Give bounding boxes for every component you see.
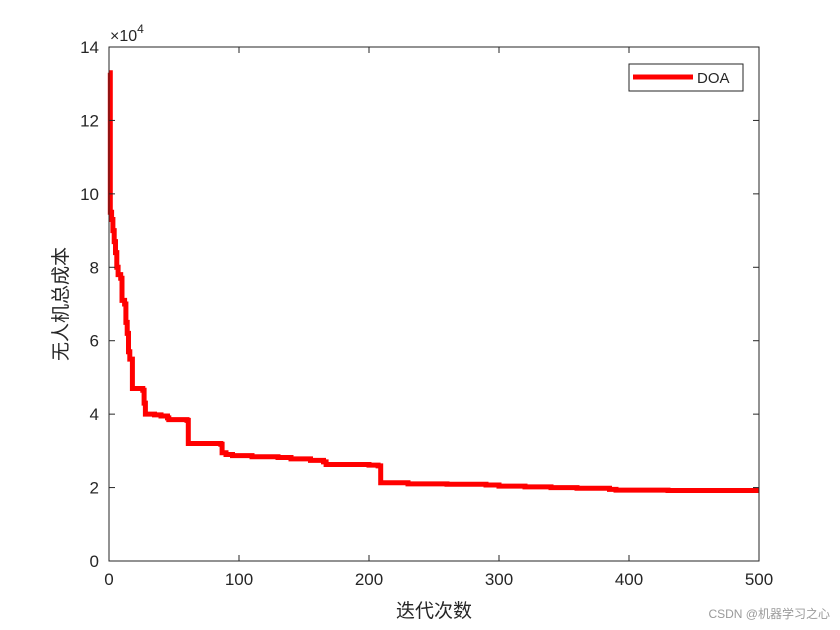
x-tick-label: 400 xyxy=(615,570,643,589)
series-layer xyxy=(107,70,759,494)
y-axis-ticks: 0 2 4 6 8 10 12 14 xyxy=(80,38,759,571)
y-tick-label: 2 xyxy=(90,479,99,498)
watermark: CSDN @机器学习之心 xyxy=(708,606,830,621)
legend: DOA xyxy=(628,63,744,92)
y-tick-label: 14 xyxy=(80,38,99,57)
series-line-doa xyxy=(107,70,759,494)
y-tick-label: 12 xyxy=(80,111,99,130)
x-tick-label: 500 xyxy=(745,570,773,589)
x-tick-label: 100 xyxy=(225,570,253,589)
legend-label-doa: DOA xyxy=(697,70,730,87)
y-tick-label: 10 xyxy=(80,185,99,204)
y-tick-label: 0 xyxy=(90,552,99,571)
x-tick-label: 200 xyxy=(355,570,383,589)
x-tick-label: 300 xyxy=(485,570,513,589)
y-tick-label: 6 xyxy=(90,332,99,351)
plot-frame xyxy=(108,46,760,562)
y-axis-exponent: ×104 xyxy=(110,22,144,45)
x-axis-ticks: 0 100 200 300 400 500 xyxy=(104,47,773,589)
y-tick-label: 4 xyxy=(90,405,99,424)
y-tick-label: 8 xyxy=(90,258,99,277)
x-axis-label: 迭代次数 xyxy=(396,600,472,622)
x-tick-label: 0 xyxy=(104,570,113,589)
y-axis-label: 无人机总成本 xyxy=(50,247,72,361)
